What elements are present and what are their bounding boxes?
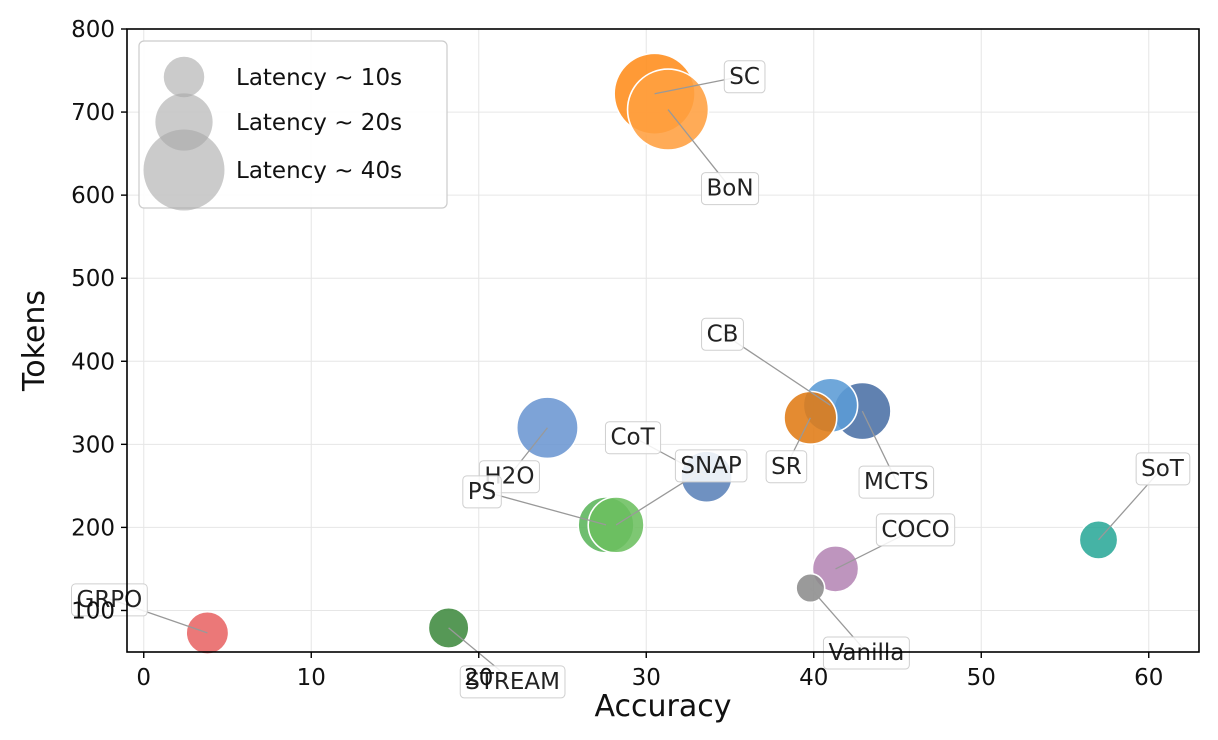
point-label-grpo: GRPO [71,583,148,617]
y-tick-label: 400 [71,349,115,375]
y-axis-label: Tokens [17,290,52,392]
point-label-coco: COCO [875,513,956,547]
label-box [462,475,502,509]
point-label-text: MCTS [864,469,929,495]
x-tick-label: 60 [1134,665,1163,691]
y-tick-label: 200 [71,515,115,541]
point-label-text: BoN [706,176,753,202]
tick-layer: 0 10 20 30 40 50 60 100 200 300 400 500 600 700 800 [71,17,1163,691]
point-label-text: PS [468,479,496,505]
point-label-mcts: MCTS [858,465,935,499]
x-tick-label: 30 [632,665,661,691]
point-label-snap: SNAP [674,449,748,483]
legend-label: Latency ~ 40s [236,158,402,184]
point-label-text: GRPO [77,587,143,613]
x-tick-label: 40 [799,665,828,691]
bubble-stream [427,606,470,649]
label-box [1135,452,1191,486]
plot-frame [126,28,1200,653]
label-box [822,636,910,670]
x-axis-label: Accuracy [595,689,732,724]
point-label-text: CB [707,321,739,347]
y-tick-label: 600 [71,183,115,209]
label-box [701,317,744,351]
y-tick-label: 100 [71,598,115,624]
y-tick-label: 300 [71,432,115,458]
leader-line-ps [481,490,607,526]
point-label-cot: CoT [604,421,662,455]
label-box [459,665,566,699]
bubble-h2o [515,396,579,460]
label-box [604,421,662,455]
point-label-bon: BoN [700,172,760,206]
label-box [700,172,760,206]
point-label-sot: SoT [1135,452,1191,486]
point-label-text: SoT [1141,456,1185,482]
size-legend: Latency ~ 10s Latency ~ 20s Latency ~ 40s [138,40,448,211]
point-label-text: STREAM [465,669,560,695]
label-box [875,513,956,547]
point-label-text: SC [729,64,760,90]
point-label-vanilla: Vanilla [822,636,910,670]
point-label-text: Vanilla [828,640,904,666]
point-label-sr: SR [765,450,808,484]
y-tick-label: 700 [71,100,115,126]
point-label-cb: CB [701,317,744,351]
label-box [858,465,935,499]
point-label-ps: PS [462,475,502,509]
label-box [674,449,748,483]
legend-bubble-40s [143,129,225,211]
x-tick-label: 0 [136,665,151,691]
label-box [723,60,766,94]
legend-label: Latency ~ 20s [236,110,402,136]
point-label-text: SR [771,454,802,480]
y-tick-label: 800 [71,17,115,43]
legend-label: Latency ~ 10s [236,65,402,91]
point-label-stream: STREAM [459,665,566,699]
label-box [71,583,148,617]
label-box [765,450,808,484]
point-label-text: COCO [881,517,949,543]
y-tick-label: 500 [71,266,115,292]
point-label-text: CoT [610,425,655,451]
legend-bubble-10s [163,56,205,98]
point-label-text: SNAP [680,453,742,479]
x-tick-label: 20 [464,665,493,691]
x-tick-label: 10 [297,665,326,691]
x-tick-label: 50 [967,665,996,691]
point-label-sc: SC [723,60,766,94]
